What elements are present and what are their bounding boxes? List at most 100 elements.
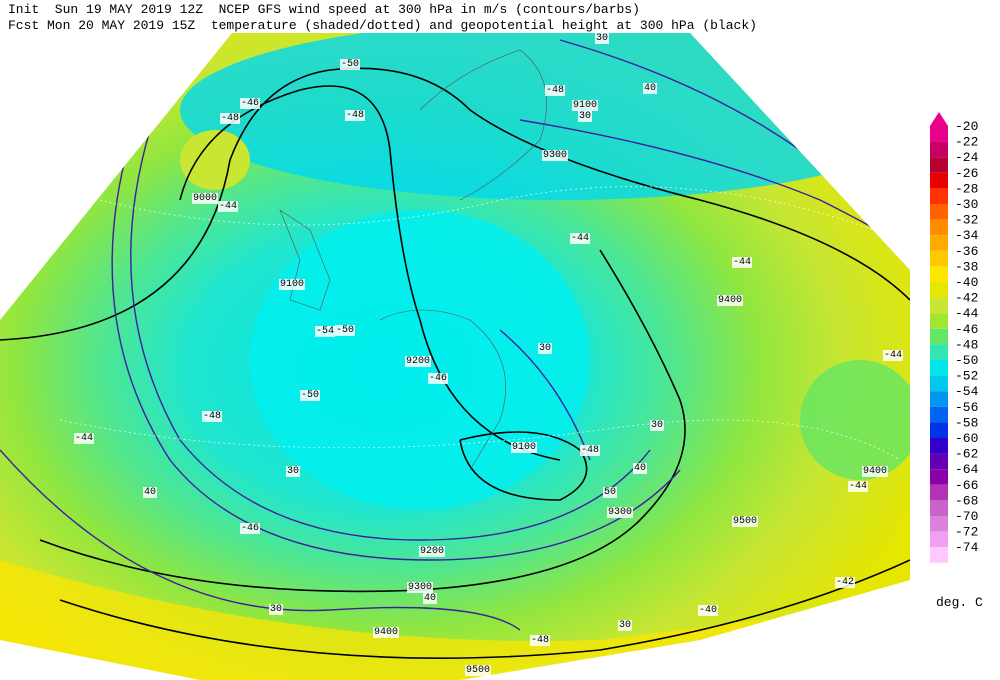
colorbar-label: -46 <box>955 322 978 337</box>
colorbar-swatch <box>930 126 948 142</box>
label-background <box>847 481 869 492</box>
label-background <box>219 113 241 124</box>
label-background <box>418 546 446 557</box>
contour-label: 9500 <box>466 665 490 676</box>
label-background <box>201 411 223 422</box>
label-background <box>314 326 336 337</box>
colorbar-swatch <box>930 453 948 470</box>
contour-label: -48 <box>581 445 599 456</box>
colorbar-label: -58 <box>955 415 978 430</box>
contour-label: -44 <box>884 350 902 361</box>
label-background <box>372 627 400 638</box>
label-background <box>577 111 593 122</box>
colorbar-swatch <box>930 500 948 516</box>
label-background <box>239 523 261 534</box>
label-background <box>239 98 261 109</box>
colorbar-label: -70 <box>955 509 978 524</box>
label-background <box>142 487 158 498</box>
contour-label: 9000 <box>193 193 217 204</box>
colorbar-swatch <box>930 219 948 236</box>
contour-label: -54 <box>316 326 334 337</box>
colorbar-label: -40 <box>955 275 978 290</box>
contour-label: 9100 <box>573 100 597 111</box>
label-background <box>594 33 610 44</box>
colorbar-swatch <box>930 516 948 532</box>
contour-label: -50 <box>341 59 359 70</box>
colorbar-swatch <box>930 328 948 345</box>
colorbar-swatch <box>930 235 948 251</box>
colorbar-swatch <box>930 547 948 563</box>
colorbar-swatch <box>930 391 948 407</box>
contour-label: -48 <box>221 113 239 124</box>
label-background <box>882 350 904 361</box>
contour-label: 9500 <box>733 516 757 527</box>
colorbar-label: -36 <box>955 244 978 259</box>
contour-label: -50 <box>301 390 319 401</box>
label-background <box>731 257 753 268</box>
colorbar-swatch <box>930 172 948 189</box>
contour-label: 9200 <box>420 546 444 557</box>
colorbar-label: -66 <box>955 478 978 493</box>
colorbar-label: -54 <box>955 384 979 399</box>
colorbar-arrow <box>930 112 948 126</box>
colorbar-label: -74 <box>955 540 979 555</box>
colorbar-swatch <box>930 204 948 220</box>
contour-label: 9300 <box>543 150 567 161</box>
label-background <box>861 466 889 477</box>
colorbar-label: -60 <box>955 431 978 446</box>
contour-label: -44 <box>849 481 867 492</box>
contour-label: -40 <box>699 605 717 616</box>
label-background <box>268 604 284 615</box>
contour-label: 30 <box>619 620 631 631</box>
colorbar-swatch <box>930 297 948 314</box>
label-background <box>217 201 239 212</box>
contour-label: 9300 <box>408 582 432 593</box>
contour-label: -48 <box>531 635 549 646</box>
label-background <box>544 85 566 96</box>
label-background <box>422 593 438 604</box>
label-background <box>537 343 553 354</box>
contour-label: -48 <box>346 110 364 121</box>
colorbar-label: -72 <box>955 525 978 540</box>
label-background <box>617 620 633 631</box>
contour-label: 9200 <box>406 356 430 367</box>
label-background <box>73 433 95 444</box>
contour-label: -50 <box>336 325 354 336</box>
label-background <box>606 507 634 518</box>
contour-label: 9400 <box>374 627 398 638</box>
colorbar-label: -22 <box>955 135 978 150</box>
colorbar-swatch <box>930 188 948 204</box>
contour-label: 40 <box>144 487 156 498</box>
colorbar-label: -48 <box>955 337 978 352</box>
label-background <box>834 577 856 588</box>
contour-label: 9400 <box>718 295 742 306</box>
colorbar-swatch <box>930 266 948 282</box>
contour-label: -46 <box>241 98 259 109</box>
label-background <box>602 487 618 498</box>
label-background <box>285 466 301 477</box>
label-background <box>339 59 361 70</box>
contour-label: 9300 <box>608 507 632 518</box>
colorbar-swatch <box>930 157 948 173</box>
colorbar-swatch <box>930 141 948 158</box>
header-line-1: Init Sun 19 MAY 2019 12Z NCEP GFS wind s… <box>8 2 640 17</box>
label-background <box>642 83 658 94</box>
label-background <box>529 635 551 646</box>
label-background <box>278 279 306 290</box>
label-background <box>406 582 434 593</box>
colorbar-label: -42 <box>955 291 978 306</box>
contour-label: 40 <box>634 463 646 474</box>
contour-label: 9100 <box>280 279 304 290</box>
colorbar-label: -30 <box>955 197 978 212</box>
colorbar-label: -62 <box>955 447 978 462</box>
label-background <box>632 463 648 474</box>
colorbar-swatch <box>930 360 948 376</box>
contour-label: 30 <box>287 466 299 477</box>
colorbar-swatch <box>930 250 948 267</box>
colorbar-swatch <box>930 469 948 485</box>
label-background <box>649 420 665 431</box>
colorbar-label: -38 <box>955 259 978 274</box>
label-background <box>191 193 219 204</box>
contour-label: -44 <box>219 201 237 212</box>
